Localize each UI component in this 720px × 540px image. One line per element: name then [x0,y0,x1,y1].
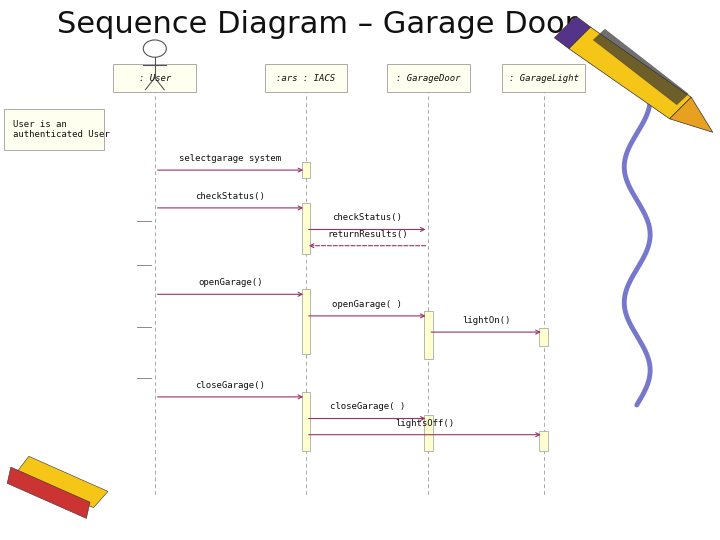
Text: openGarage( ): openGarage( ) [332,300,402,309]
FancyBboxPatch shape [4,109,104,150]
Text: User is an
authenticated User: User is an authenticated User [13,120,109,139]
Polygon shape [670,97,713,132]
FancyBboxPatch shape [302,289,310,354]
Text: Sequence Diagram – Garage Door: Sequence Diagram – Garage Door [57,10,577,39]
Polygon shape [14,456,108,508]
FancyBboxPatch shape [302,202,310,254]
Text: returnResults(): returnResults() [327,230,408,239]
FancyBboxPatch shape [503,64,585,92]
FancyBboxPatch shape [539,431,548,451]
FancyBboxPatch shape [424,415,433,451]
Text: :ars : IACS: :ars : IACS [276,74,336,83]
Text: : GarageLight: : GarageLight [508,74,579,83]
Polygon shape [7,467,90,518]
Text: selectgarage system: selectgarage system [179,154,282,163]
Polygon shape [593,29,688,105]
Text: checkStatus(): checkStatus() [195,192,266,201]
Polygon shape [554,16,590,49]
FancyBboxPatch shape [114,64,196,92]
Text: : GarageDoor: : GarageDoor [396,74,461,83]
Text: closeGarage(): closeGarage() [195,381,266,390]
Text: : User: : User [139,74,171,83]
FancyBboxPatch shape [265,64,347,92]
Text: lightOn(): lightOn() [462,316,510,325]
Text: openGarage(): openGarage() [198,278,263,287]
FancyBboxPatch shape [302,162,310,178]
Text: lightsOff(): lightsOff() [395,418,454,428]
Text: checkStatus(): checkStatus() [332,213,402,222]
Polygon shape [569,27,691,119]
FancyBboxPatch shape [539,328,548,346]
FancyBboxPatch shape [387,64,469,92]
FancyBboxPatch shape [424,310,433,359]
Text: closeGarage( ): closeGarage( ) [330,402,405,411]
FancyBboxPatch shape [302,392,310,451]
